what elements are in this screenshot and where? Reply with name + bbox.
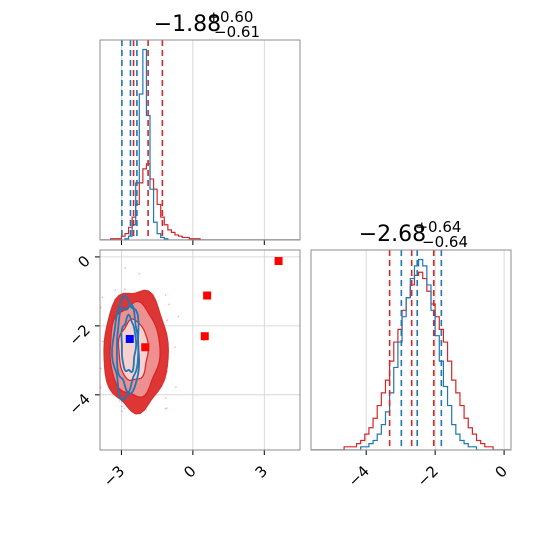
- sample-point-red-187: [121, 410, 124, 413]
- sample-point-red-176: [164, 408, 167, 410]
- histogram-series-0: [311, 271, 510, 450]
- histogram-y-quantile-lines: [388, 250, 443, 450]
- histogram-x-quantile-lines: [121, 40, 164, 240]
- histogram-x-frame: [99, 39, 301, 241]
- tick-label-y-2: 0: [74, 252, 93, 271]
- histogram-series-1: [311, 258, 510, 450]
- sample-point-red-191: [100, 367, 102, 370]
- sample-point-red-148: [94, 340, 96, 342]
- tick-label-x-1: 0: [180, 462, 199, 481]
- red-contour-level-0: [117, 318, 150, 382]
- histogram-y-frame: [310, 249, 512, 451]
- contour-frame: [99, 249, 301, 451]
- blue-contour-level-1: [116, 303, 140, 394]
- sample-point-red-246: [166, 319, 168, 321]
- sample-point-red-170: [98, 320, 100, 322]
- sample-point-red-194: [93, 367, 95, 369]
- sample-point-red-241: [101, 340, 104, 343]
- sample-point-blue-85: [114, 289, 117, 292]
- contour-markers: [125, 257, 283, 352]
- histogram-series-1: [100, 48, 300, 240]
- sample-point-blue-22: [123, 407, 126, 410]
- blue-contour-level-2: [111, 294, 141, 402]
- histogram-x-title-minus: −0.61: [214, 23, 260, 41]
- tick-label-x-0: −4: [345, 462, 373, 490]
- sample-point-red-200: [124, 288, 126, 290]
- sample-point-red-53: [164, 294, 167, 296]
- red-marker-2: [200, 332, 209, 341]
- histogram-y-title: −2.68 +0.64 −0.64: [359, 217, 468, 251]
- sample-point-red-256: [121, 405, 123, 408]
- histogram-y-title-plus: +0.64: [415, 218, 461, 236]
- histogram-x-title: −1.88 +0.60 −0.61: [154, 7, 260, 41]
- histogram-x-title-median: −1.88: [154, 12, 221, 37]
- contour-panel: −3 0 3 −4 −2 0: [65, 249, 301, 490]
- sample-point-red-79: [177, 315, 180, 318]
- sample-point-red-204: [165, 397, 167, 399]
- sample-point-red-220: [138, 272, 141, 275]
- contour-ticks: −3 0 3 −4 −2 0: [65, 252, 271, 490]
- tick-label-y-0: −4: [65, 390, 93, 418]
- histogram-y-ticks: −4 −2 0: [345, 450, 511, 490]
- red-marker-3: [141, 343, 150, 352]
- tick-label-x-2: 0: [491, 462, 510, 481]
- sample-point-red-98: [175, 386, 177, 388]
- histogram-y-steps: [311, 258, 510, 450]
- sample-point-red-96: [165, 377, 167, 380]
- sample-point-red-227: [145, 408, 148, 411]
- histogram-x-title-plus: +0.60: [207, 8, 253, 26]
- tick-label-y-1: −2: [65, 321, 93, 349]
- sample-point-red-215: [101, 296, 104, 299]
- histogram-y-title-median: −2.68: [359, 222, 426, 247]
- histogram-y-title-minus: −0.64: [422, 233, 468, 251]
- histogram-x-steps: [100, 48, 300, 240]
- tick-label-x-1: −2: [414, 462, 442, 490]
- histogram-y-grid: [365, 250, 505, 450]
- sample-point-red-219: [166, 407, 168, 409]
- sample-point-red-106: [168, 303, 170, 306]
- histogram-x-ticks: [120, 240, 265, 245]
- sample-point-red-231: [118, 400, 121, 403]
- histogram-y-panel: −4 −2 0 −2.68 +0.64 −0.64: [310, 217, 512, 490]
- sample-point-blue-3: [97, 403, 99, 405]
- sample-point-red-26: [174, 346, 176, 348]
- contour-red-levels: [103, 289, 169, 415]
- histogram-x-panel: −1.88 +0.60 −0.61: [99, 7, 301, 245]
- sample-point-red-62: [124, 267, 126, 269]
- blue-contour-level-0: [120, 313, 138, 374]
- sample-point-red-29: [97, 277, 99, 279]
- blue-marker-0: [125, 334, 134, 343]
- tick-label-x-0: −3: [100, 462, 128, 490]
- sample-point-red-213: [85, 436, 87, 438]
- contour-blue-levels: [111, 294, 141, 402]
- red-marker-1: [203, 291, 212, 300]
- red-marker-0: [274, 257, 283, 266]
- tick-label-x-2: 3: [252, 462, 271, 481]
